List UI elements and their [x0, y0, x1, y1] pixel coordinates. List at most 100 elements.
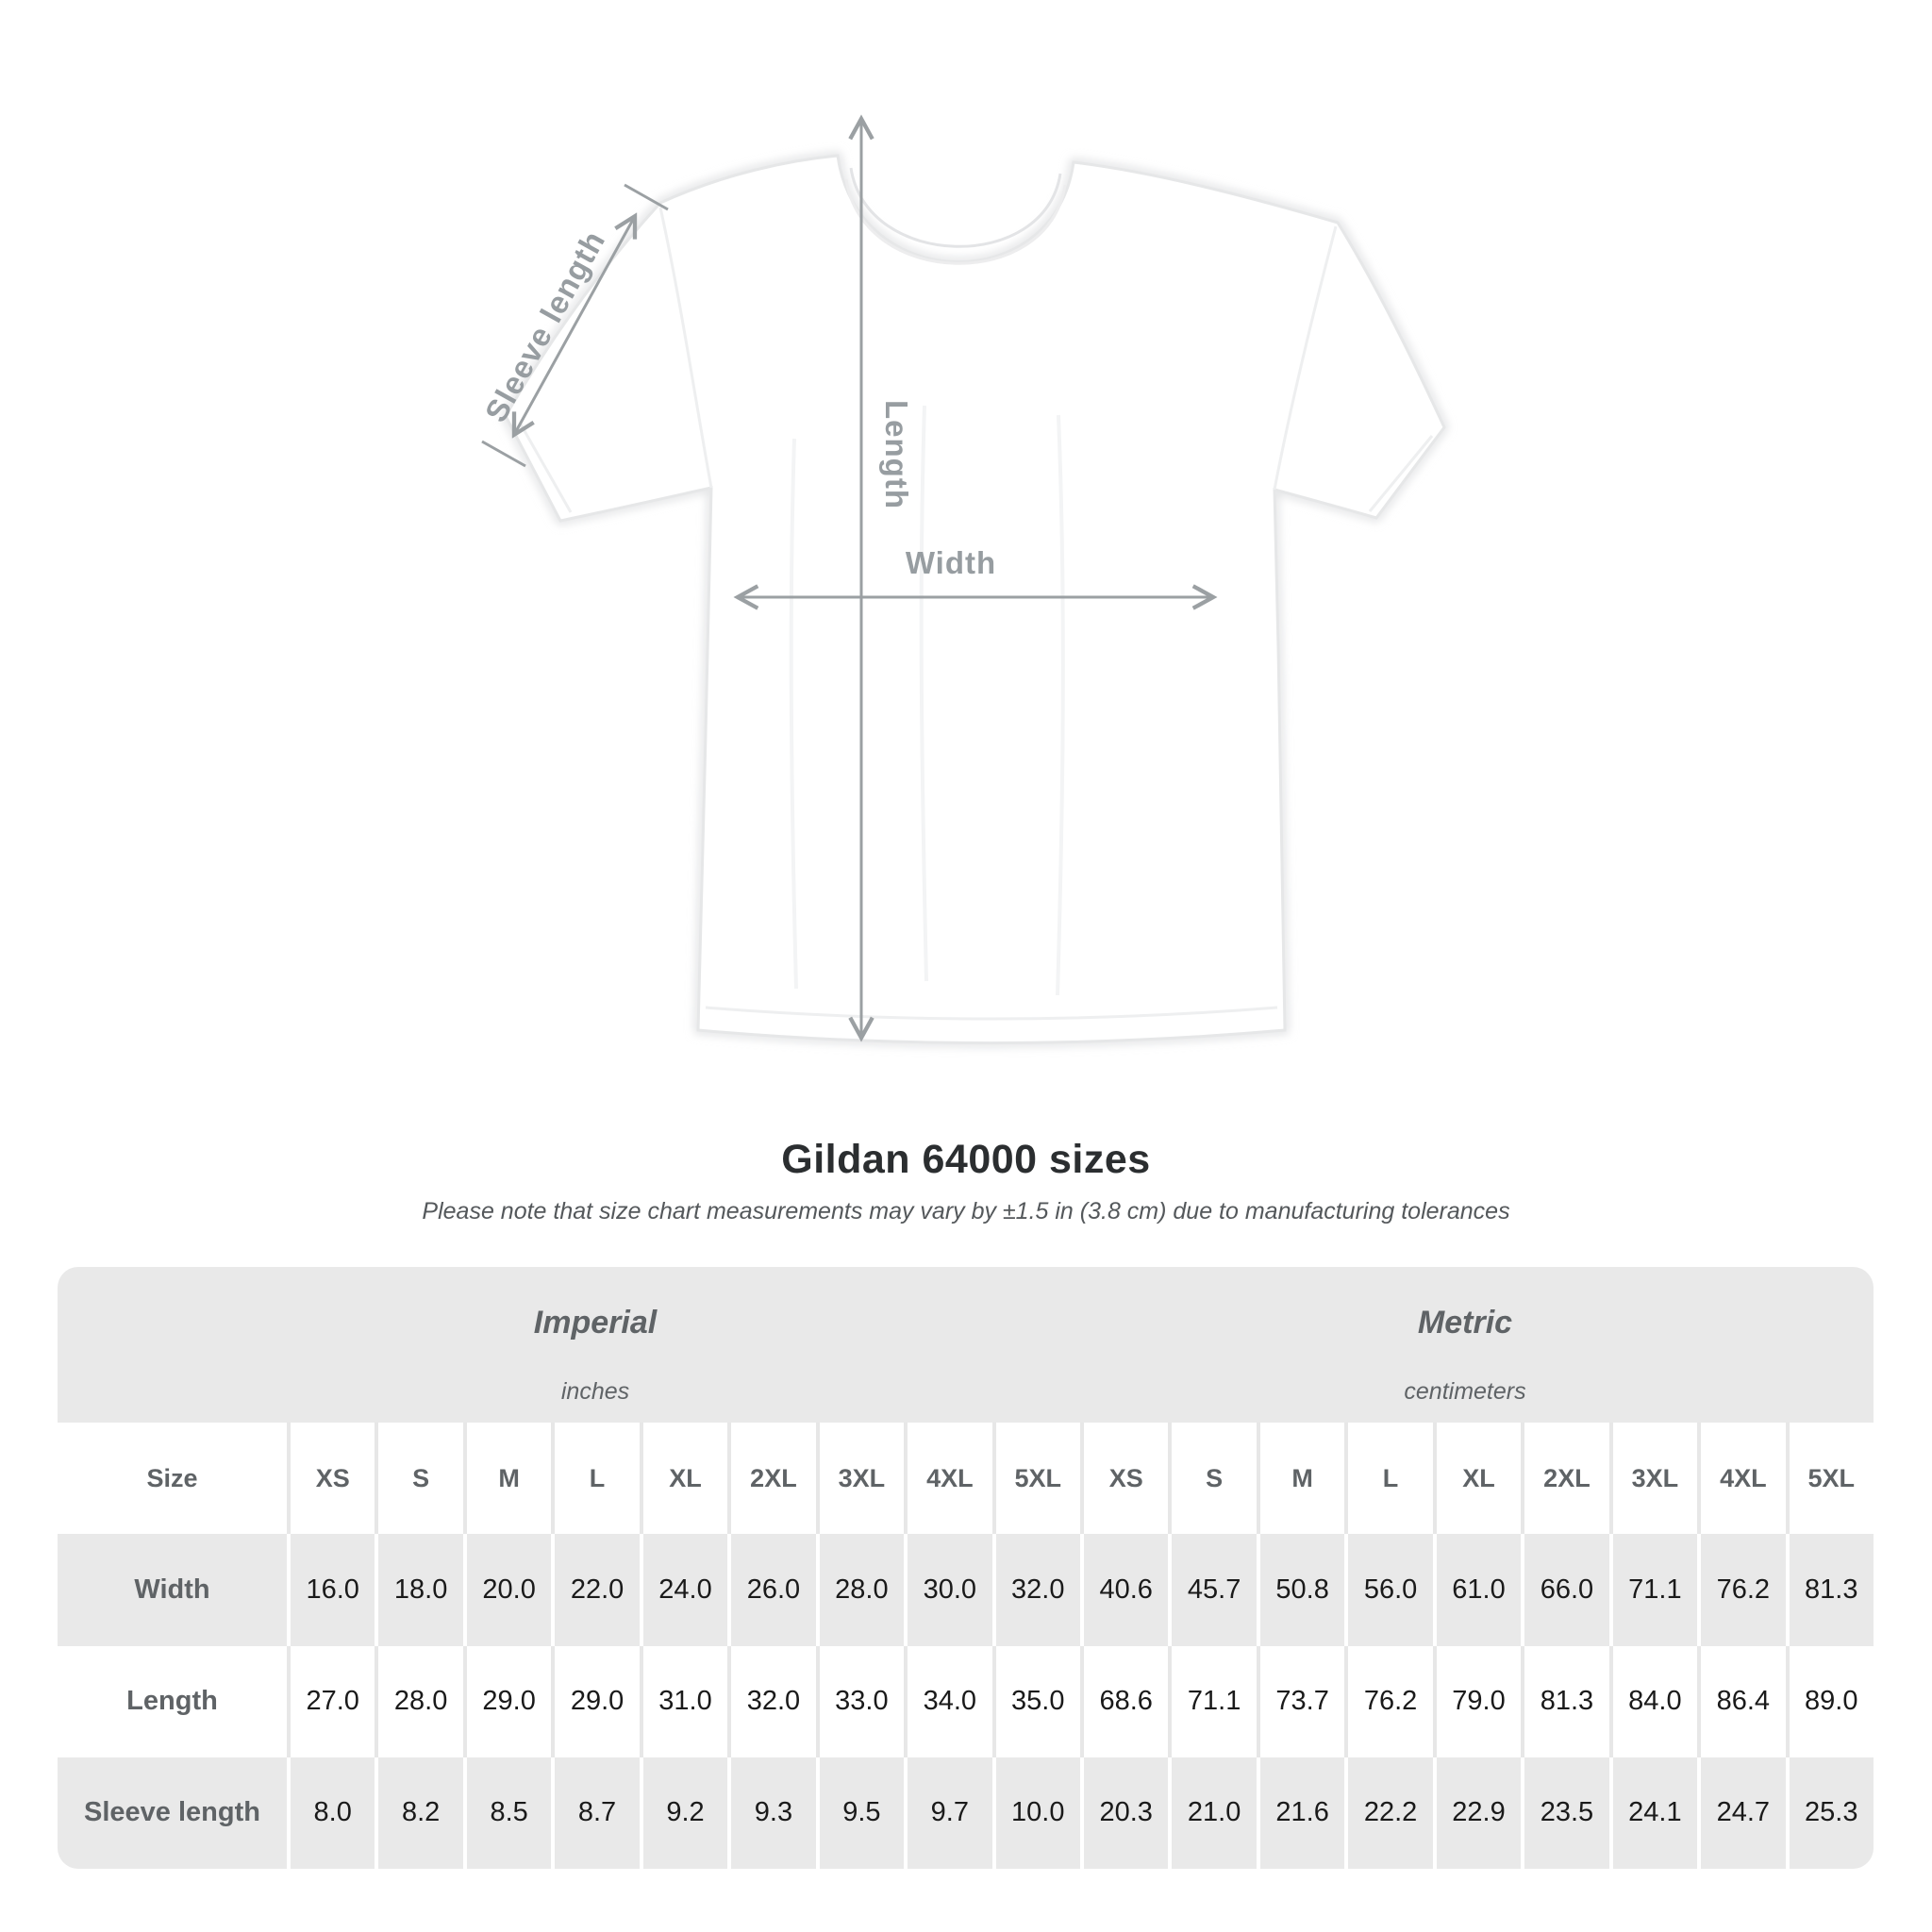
- table-cell: 23.5: [1521, 1757, 1609, 1869]
- size-header: M: [1256, 1423, 1345, 1535]
- table-row-sleeve-length: Sleeve length 8.0 8.2 8.5 8.7 9.2 9.3 9.…: [58, 1757, 1874, 1869]
- table-cell: 22.0: [551, 1534, 640, 1646]
- table-cell: 68.6: [1079, 1645, 1169, 1757]
- metric-section-unit: centimeters: [1404, 1378, 1526, 1405]
- page-title: Gildan 64000 sizes: [781, 1137, 1151, 1182]
- table-cell: 66.0: [1521, 1534, 1609, 1646]
- table-cell: 35.0: [991, 1645, 1080, 1757]
- table-cell: 29.0: [462, 1645, 552, 1757]
- table-cell: 61.0: [1432, 1534, 1522, 1646]
- size-header: 3XL: [1608, 1423, 1698, 1535]
- table-cell: 21.0: [1168, 1757, 1257, 1869]
- fold-line: [919, 405, 928, 982]
- sleeve-length-dimension-line: [515, 218, 634, 433]
- table-row-sizes: Size XS S M L XL 2XL 3XL 4XL 5XL XS S M …: [58, 1423, 1874, 1535]
- table-cell: 24.7: [1697, 1757, 1786, 1869]
- table-cell: 76.2: [1344, 1645, 1433, 1757]
- size-header: L: [551, 1423, 640, 1535]
- size-header: 5XL: [991, 1423, 1080, 1535]
- table-cell: 81.3: [1785, 1534, 1874, 1646]
- size-header: 5XL: [1785, 1423, 1874, 1535]
- row-label: Length: [58, 1645, 287, 1757]
- size-header: 3XL: [815, 1423, 905, 1535]
- table-cell: 30.0: [904, 1534, 992, 1646]
- table-cell: 79.0: [1432, 1645, 1522, 1757]
- table-cell: 20.3: [1079, 1757, 1169, 1869]
- size-header: M: [462, 1423, 552, 1535]
- table-cell: 28.0: [375, 1645, 463, 1757]
- table-cell: 73.7: [1256, 1645, 1345, 1757]
- table-cell: 24.1: [1608, 1757, 1698, 1869]
- table-cell: 27.0: [287, 1645, 375, 1757]
- table-cell: 29.0: [551, 1645, 640, 1757]
- table-cell: 25.3: [1785, 1757, 1874, 1869]
- size-header: 4XL: [904, 1423, 992, 1535]
- table-cell: 10.0: [991, 1757, 1080, 1869]
- table-cell: 32.0: [991, 1534, 1080, 1646]
- size-header: XS: [1079, 1423, 1169, 1535]
- sleeve-length-end-tick: [624, 183, 669, 211]
- table-cell: 8.2: [375, 1757, 463, 1869]
- size-header: L: [1344, 1423, 1433, 1535]
- sleeve-length-end-tick: [481, 440, 526, 468]
- table-row-width: Width 16.0 18.0 20.0 22.0 24.0 26.0 28.0…: [58, 1534, 1874, 1646]
- imperial-section-unit: inches: [560, 1378, 630, 1405]
- table-cell: 26.0: [727, 1534, 816, 1646]
- table-cell: 33.0: [815, 1645, 905, 1757]
- size-header: S: [1168, 1423, 1257, 1535]
- size-header: 2XL: [727, 1423, 816, 1535]
- table-cell: 34.0: [904, 1645, 992, 1757]
- hem-stitch: [705, 1006, 1278, 1021]
- size-corner-label: Size: [58, 1423, 287, 1535]
- table-header-band: Imperial inches Metric centimeters: [58, 1267, 1874, 1423]
- size-header: XS: [287, 1423, 375, 1535]
- table-cell: 18.0: [375, 1534, 463, 1646]
- table-cell: 84.0: [1608, 1645, 1698, 1757]
- table-cell: 40.6: [1079, 1534, 1169, 1646]
- table-cell: 8.5: [462, 1757, 552, 1869]
- table-cell: 81.3: [1521, 1645, 1609, 1757]
- table-cell: 56.0: [1344, 1534, 1433, 1646]
- fold-line: [789, 438, 798, 990]
- tshirt-image: [481, 0, 1449, 1046]
- width-dimension-label: Width: [905, 545, 997, 580]
- length-dimension-label: Length: [879, 400, 914, 509]
- right-armhole-seam: [1273, 225, 1338, 491]
- imperial-section-title: Imperial: [533, 1305, 658, 1341]
- table-cell: 21.6: [1256, 1757, 1345, 1869]
- table-cell: 45.7: [1168, 1534, 1257, 1646]
- table-cell: 9.3: [727, 1757, 816, 1869]
- table-cell: 31.0: [639, 1645, 728, 1757]
- size-header: XL: [1432, 1423, 1522, 1535]
- left-armhole-seam: [658, 207, 713, 489]
- fold-line: [1056, 414, 1065, 996]
- size-table: Imperial inches Metric centimeters Size …: [58, 1267, 1874, 1869]
- right-cuff-stitch: [1368, 435, 1434, 512]
- size-header: 4XL: [1697, 1423, 1786, 1535]
- table-cell: 76.2: [1697, 1534, 1786, 1646]
- table-cell: 22.9: [1432, 1757, 1522, 1869]
- table-row-length: Length 27.0 28.0 29.0 29.0 31.0 32.0 33.…: [58, 1645, 1874, 1757]
- table-cell: 20.0: [462, 1534, 552, 1646]
- size-header: 2XL: [1521, 1423, 1609, 1535]
- table-cell: 8.0: [287, 1757, 375, 1869]
- tolerance-note: Please note that size chart measurements…: [422, 1198, 1510, 1224]
- table-cell: 16.0: [287, 1534, 375, 1646]
- table-cell: 71.1: [1168, 1645, 1257, 1757]
- size-header: XL: [639, 1423, 728, 1535]
- table-cell: 71.1: [1608, 1534, 1698, 1646]
- table-cell: 86.4: [1697, 1645, 1786, 1757]
- tshirt-body: [504, 154, 1446, 1044]
- table-cell: 9.5: [815, 1757, 905, 1869]
- row-label: Sleeve length: [58, 1757, 287, 1869]
- table-cell: 28.0: [815, 1534, 905, 1646]
- table-cell: 8.7: [551, 1757, 640, 1869]
- size-header: S: [375, 1423, 463, 1535]
- table-cell: 89.0: [1785, 1645, 1874, 1757]
- table-cell: 9.7: [904, 1757, 992, 1869]
- table-cell: 24.0: [639, 1534, 728, 1646]
- metric-section-title: Metric: [1417, 1305, 1513, 1341]
- row-label: Width: [58, 1534, 287, 1646]
- tshirt-diagram: Sleeve length Length Width: [478, 0, 1449, 1046]
